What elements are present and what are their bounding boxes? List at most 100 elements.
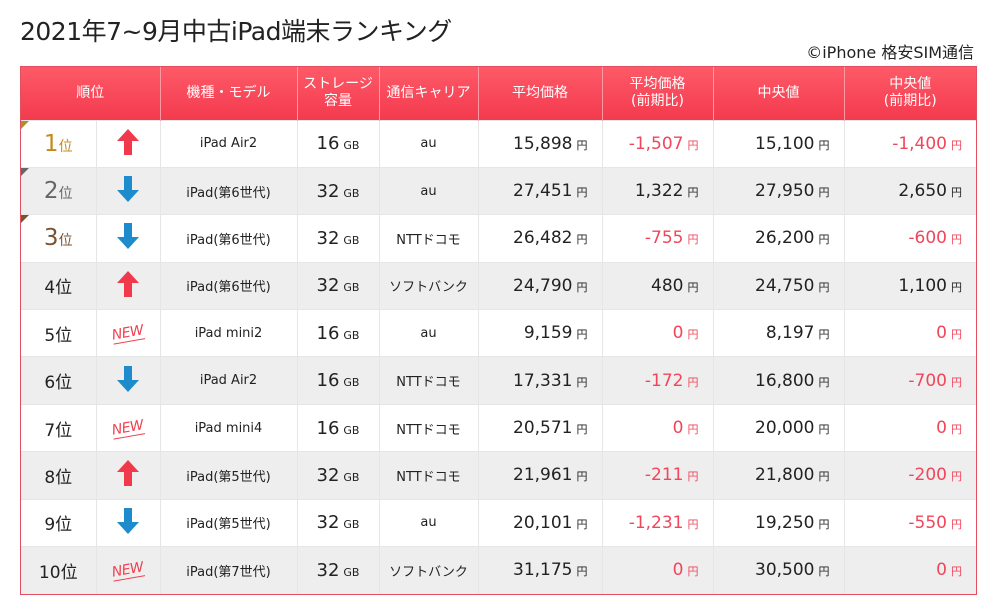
avg-price-cell: 24,790 円 [477,261,602,310]
storage-value: 16 [316,417,340,439]
avg-price-value: 27,451 [513,181,573,202]
model-cell: iPad(第7世代) [159,546,297,594]
storage-unit: GB [343,565,360,579]
rank-suffix: 位 [55,467,73,488]
median-change-cell: -200 円 [843,451,976,500]
median-cell: 15,100 円 [712,119,844,168]
carrier-cell: NTTドコモ [378,451,478,500]
model-cell: iPad mini4 [159,403,297,452]
storage-cell: 32 GB [296,498,379,547]
yen-unit: 円 [818,328,830,342]
header-avg-change: 平均価格 (前期比) [601,67,713,120]
yen-unit: 円 [576,233,588,247]
model-cell: iPad(第5世代) [159,498,297,547]
rank-suffix: 位 [55,515,73,536]
avg-price-cell: 31,175 円 [477,546,602,594]
median-cell: 27,950 円 [712,166,844,215]
yen-unit: 円 [818,517,830,531]
table-row: 8位 iPad(第5世代) 32 GB NTTドコモ 21,961 円 -211 円 21,800… [21,451,976,500]
ranking-table: 順位 機種・モデル ストレージ 容量 通信キャリア 平均価格 平均価格 (前期比… [21,67,976,594]
median-value: 27,950 [755,181,815,202]
page-title: 2021年7~9月中古iPad端末ランキング [20,17,452,46]
carrier-cell: NTTドコモ [378,356,478,405]
yen-unit: 円 [951,423,962,437]
median-value: 30,500 [755,560,815,581]
storage-unit: GB [343,328,360,342]
yen-unit: 円 [951,186,962,200]
yen-unit: 円 [576,375,588,389]
storage-value: 16 [316,322,340,344]
trend-cell [95,356,160,405]
carrier-cell: au [378,498,478,547]
header-avg-change-line2: (前期比) [631,93,684,110]
table-body: 1位 iPad Air2 16 GB au 15,898 円 -1,507 円 15,100 円 -1… [21,119,976,594]
model-cell: iPad(第6世代) [159,214,297,263]
up-arrow-icon [117,270,139,297]
median-change-value: 2,650 [898,181,947,202]
yen-unit: 円 [951,233,962,247]
storage-value: 32 [316,464,340,486]
trend-cell [95,214,160,263]
rank-cell: 7位 [21,403,96,452]
avg-price-value: 26,482 [513,228,573,249]
trend-cell: NEW [95,309,160,357]
rank-number: 8 [44,467,56,488]
avg-price-value: 17,331 [513,370,573,391]
yen-unit: 円 [687,517,699,531]
rank-number: 4 [44,278,56,299]
avg-change-value: -1,507 [628,133,684,154]
trend-cell [95,119,160,168]
yen-unit: 円 [951,138,962,152]
avg-change-cell: 480 円 [601,261,713,310]
avg-price-cell: 20,571 円 [477,403,602,452]
avg-change-value: -211 [644,465,684,486]
storage-unit: GB [343,281,360,295]
rank-cell: 3位 [21,214,96,263]
up-arrow-icon [117,128,139,155]
median-change-value: 1,100 [898,275,947,296]
storage-unit: GB [343,186,360,200]
table-row: 5位 NEW iPad mini2 16 GB au 9,159 円 0 円 8,197 円 0 円 [21,309,976,357]
yen-unit: 円 [687,565,699,579]
median-cell: 16,800 円 [712,356,844,405]
storage-unit: GB [343,233,360,247]
trend-cell [95,498,160,547]
header-median-change-line2: (前期比) [883,93,937,110]
yen-unit: 円 [576,423,588,437]
yen-unit: 円 [576,328,588,342]
storage-value: 16 [316,370,340,392]
storage-unit: GB [343,470,360,484]
avg-change-value: 480 [651,275,684,296]
carrier-cell: ソフトバンク [378,546,478,594]
median-cell: 30,500 円 [712,546,844,594]
yen-unit: 円 [818,186,830,200]
table-row: 7位 NEW iPad mini4 16 GB NTTドコモ 20,571 円 0 円 20,000… [21,403,976,452]
yen-unit: 円 [687,375,699,389]
model-cell: iPad Air2 [159,356,297,405]
rank-suffix: 位 [55,325,73,346]
median-value: 15,100 [755,133,815,154]
avg-change-value: 0 [672,323,684,344]
storage-unit: GB [343,423,360,437]
model-cell: iPad(第6世代) [159,261,297,310]
ranking-table-container: 順位 機種・モデル ストレージ 容量 通信キャリア 平均価格 平均価格 (前期比… [20,66,977,595]
storage-unit: GB [343,139,360,153]
storage-unit: GB [343,376,360,390]
table-row: 1位 iPad Air2 16 GB au 15,898 円 -1,507 円 15,100 円 -1… [21,119,976,168]
median-cell: 8,197 円 [712,309,844,357]
rank-number: 5 [44,325,56,346]
carrier-cell: au [378,166,478,215]
trend-cell [95,451,160,500]
down-arrow-icon [117,223,139,250]
avg-change-cell: -172 円 [601,356,713,405]
avg-price-value: 9,159 [523,323,573,344]
yen-unit: 円 [818,233,830,247]
median-value: 19,250 [755,512,815,533]
avg-price-value: 21,961 [513,465,573,486]
median-value: 21,800 [755,465,815,486]
avg-change-value: 0 [672,418,684,439]
median-value: 20,000 [755,418,815,439]
